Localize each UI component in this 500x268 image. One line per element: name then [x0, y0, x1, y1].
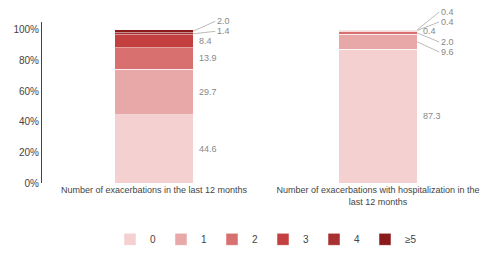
svg-text:44.6: 44.6	[199, 144, 217, 154]
svg-text:4: 4	[354, 234, 360, 245]
svg-text:87.3: 87.3	[423, 111, 441, 121]
svg-text:60%: 60%	[19, 86, 39, 97]
svg-text:13.9: 13.9	[199, 53, 217, 63]
svg-text:20%: 20%	[19, 147, 39, 158]
svg-text:2.0: 2.0	[217, 16, 230, 26]
svg-text:9.6: 9.6	[441, 47, 454, 57]
svg-text:1.4: 1.4	[217, 26, 230, 36]
svg-text:0.4: 0.4	[441, 7, 454, 17]
svg-text:40%: 40%	[19, 116, 39, 127]
svg-text:2.0: 2.0	[441, 37, 454, 47]
svg-text:0%: 0%	[25, 178, 40, 189]
svg-text:8.4: 8.4	[199, 36, 212, 46]
svg-text:0.4: 0.4	[441, 17, 454, 27]
svg-text:29.7: 29.7	[199, 87, 217, 97]
svg-text:Number of exacerbations in the: Number of exacerbations in the last 12 m…	[61, 185, 248, 195]
svg-text:0.4: 0.4	[423, 26, 436, 36]
svg-text:80%: 80%	[19, 55, 39, 66]
svg-text:≥5: ≥5	[405, 234, 416, 245]
svg-text:1: 1	[201, 234, 207, 245]
svg-text:100%: 100%	[13, 24, 39, 35]
svg-text:2: 2	[252, 234, 258, 245]
svg-text:0: 0	[150, 234, 156, 245]
svg-text:3: 3	[303, 234, 309, 245]
svg-text:Number of exacerbations with h: Number of exacerbations with hospitaliza…	[276, 185, 479, 207]
